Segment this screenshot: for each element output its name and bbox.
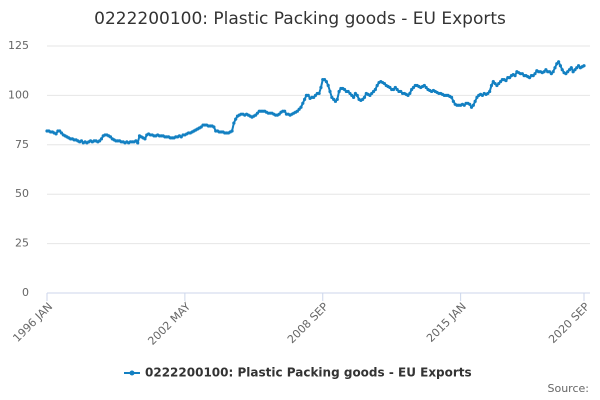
y-tick-label: 0 bbox=[22, 286, 29, 299]
point bbox=[551, 70, 555, 74]
point bbox=[326, 83, 330, 88]
point bbox=[560, 68, 564, 72]
x-tick-label: 2020 SEP bbox=[546, 300, 592, 346]
point bbox=[303, 97, 307, 101]
point bbox=[324, 79, 328, 84]
legend-marker bbox=[129, 370, 135, 376]
x-tick-label: 1996 JAN bbox=[10, 300, 55, 345]
y-tick-label: 50 bbox=[15, 187, 29, 200]
x-tick-label: 2002 MAY bbox=[145, 300, 193, 348]
point bbox=[301, 101, 305, 105]
point bbox=[582, 64, 586, 68]
point bbox=[319, 85, 323, 90]
point bbox=[337, 89, 341, 94]
point bbox=[513, 74, 517, 78]
point bbox=[230, 129, 234, 133]
point bbox=[362, 95, 367, 99]
point bbox=[328, 89, 332, 94]
legend-label: 0222200100: Plastic Packing goods - EU E… bbox=[145, 366, 472, 380]
point bbox=[335, 97, 339, 101]
point bbox=[234, 117, 238, 121]
point bbox=[557, 60, 561, 64]
point bbox=[232, 121, 236, 125]
point bbox=[449, 95, 454, 99]
source: Source: bbox=[548, 382, 590, 395]
point bbox=[489, 83, 494, 88]
point bbox=[451, 99, 455, 103]
point bbox=[488, 89, 492, 94]
point bbox=[317, 91, 321, 96]
point bbox=[533, 72, 537, 76]
series-line bbox=[47, 60, 585, 145]
point bbox=[283, 109, 287, 113]
x-tick-label: 2008 SEP bbox=[285, 300, 331, 346]
point bbox=[351, 95, 356, 99]
point bbox=[54, 132, 58, 136]
point bbox=[504, 78, 508, 83]
x-tick-label: 2015 JAN bbox=[424, 300, 469, 345]
point bbox=[553, 66, 557, 70]
point bbox=[558, 64, 563, 68]
point bbox=[212, 125, 216, 129]
point bbox=[306, 93, 310, 97]
y-tick-label: 25 bbox=[15, 237, 29, 250]
point bbox=[136, 141, 140, 145]
point bbox=[473, 99, 477, 103]
point bbox=[373, 87, 377, 92]
chart-title: 0222200100: Plastic Packing goods - EU E… bbox=[94, 9, 506, 29]
y-tick-label: 100 bbox=[8, 88, 29, 101]
point bbox=[299, 105, 303, 109]
y-tick-label: 75 bbox=[15, 138, 29, 151]
point bbox=[99, 137, 104, 141]
point bbox=[471, 103, 475, 107]
point bbox=[408, 91, 412, 96]
point bbox=[375, 83, 379, 88]
point bbox=[468, 102, 472, 106]
point bbox=[143, 137, 147, 141]
point bbox=[355, 93, 359, 97]
y-tick-label: 125 bbox=[8, 39, 29, 52]
point bbox=[569, 66, 573, 70]
